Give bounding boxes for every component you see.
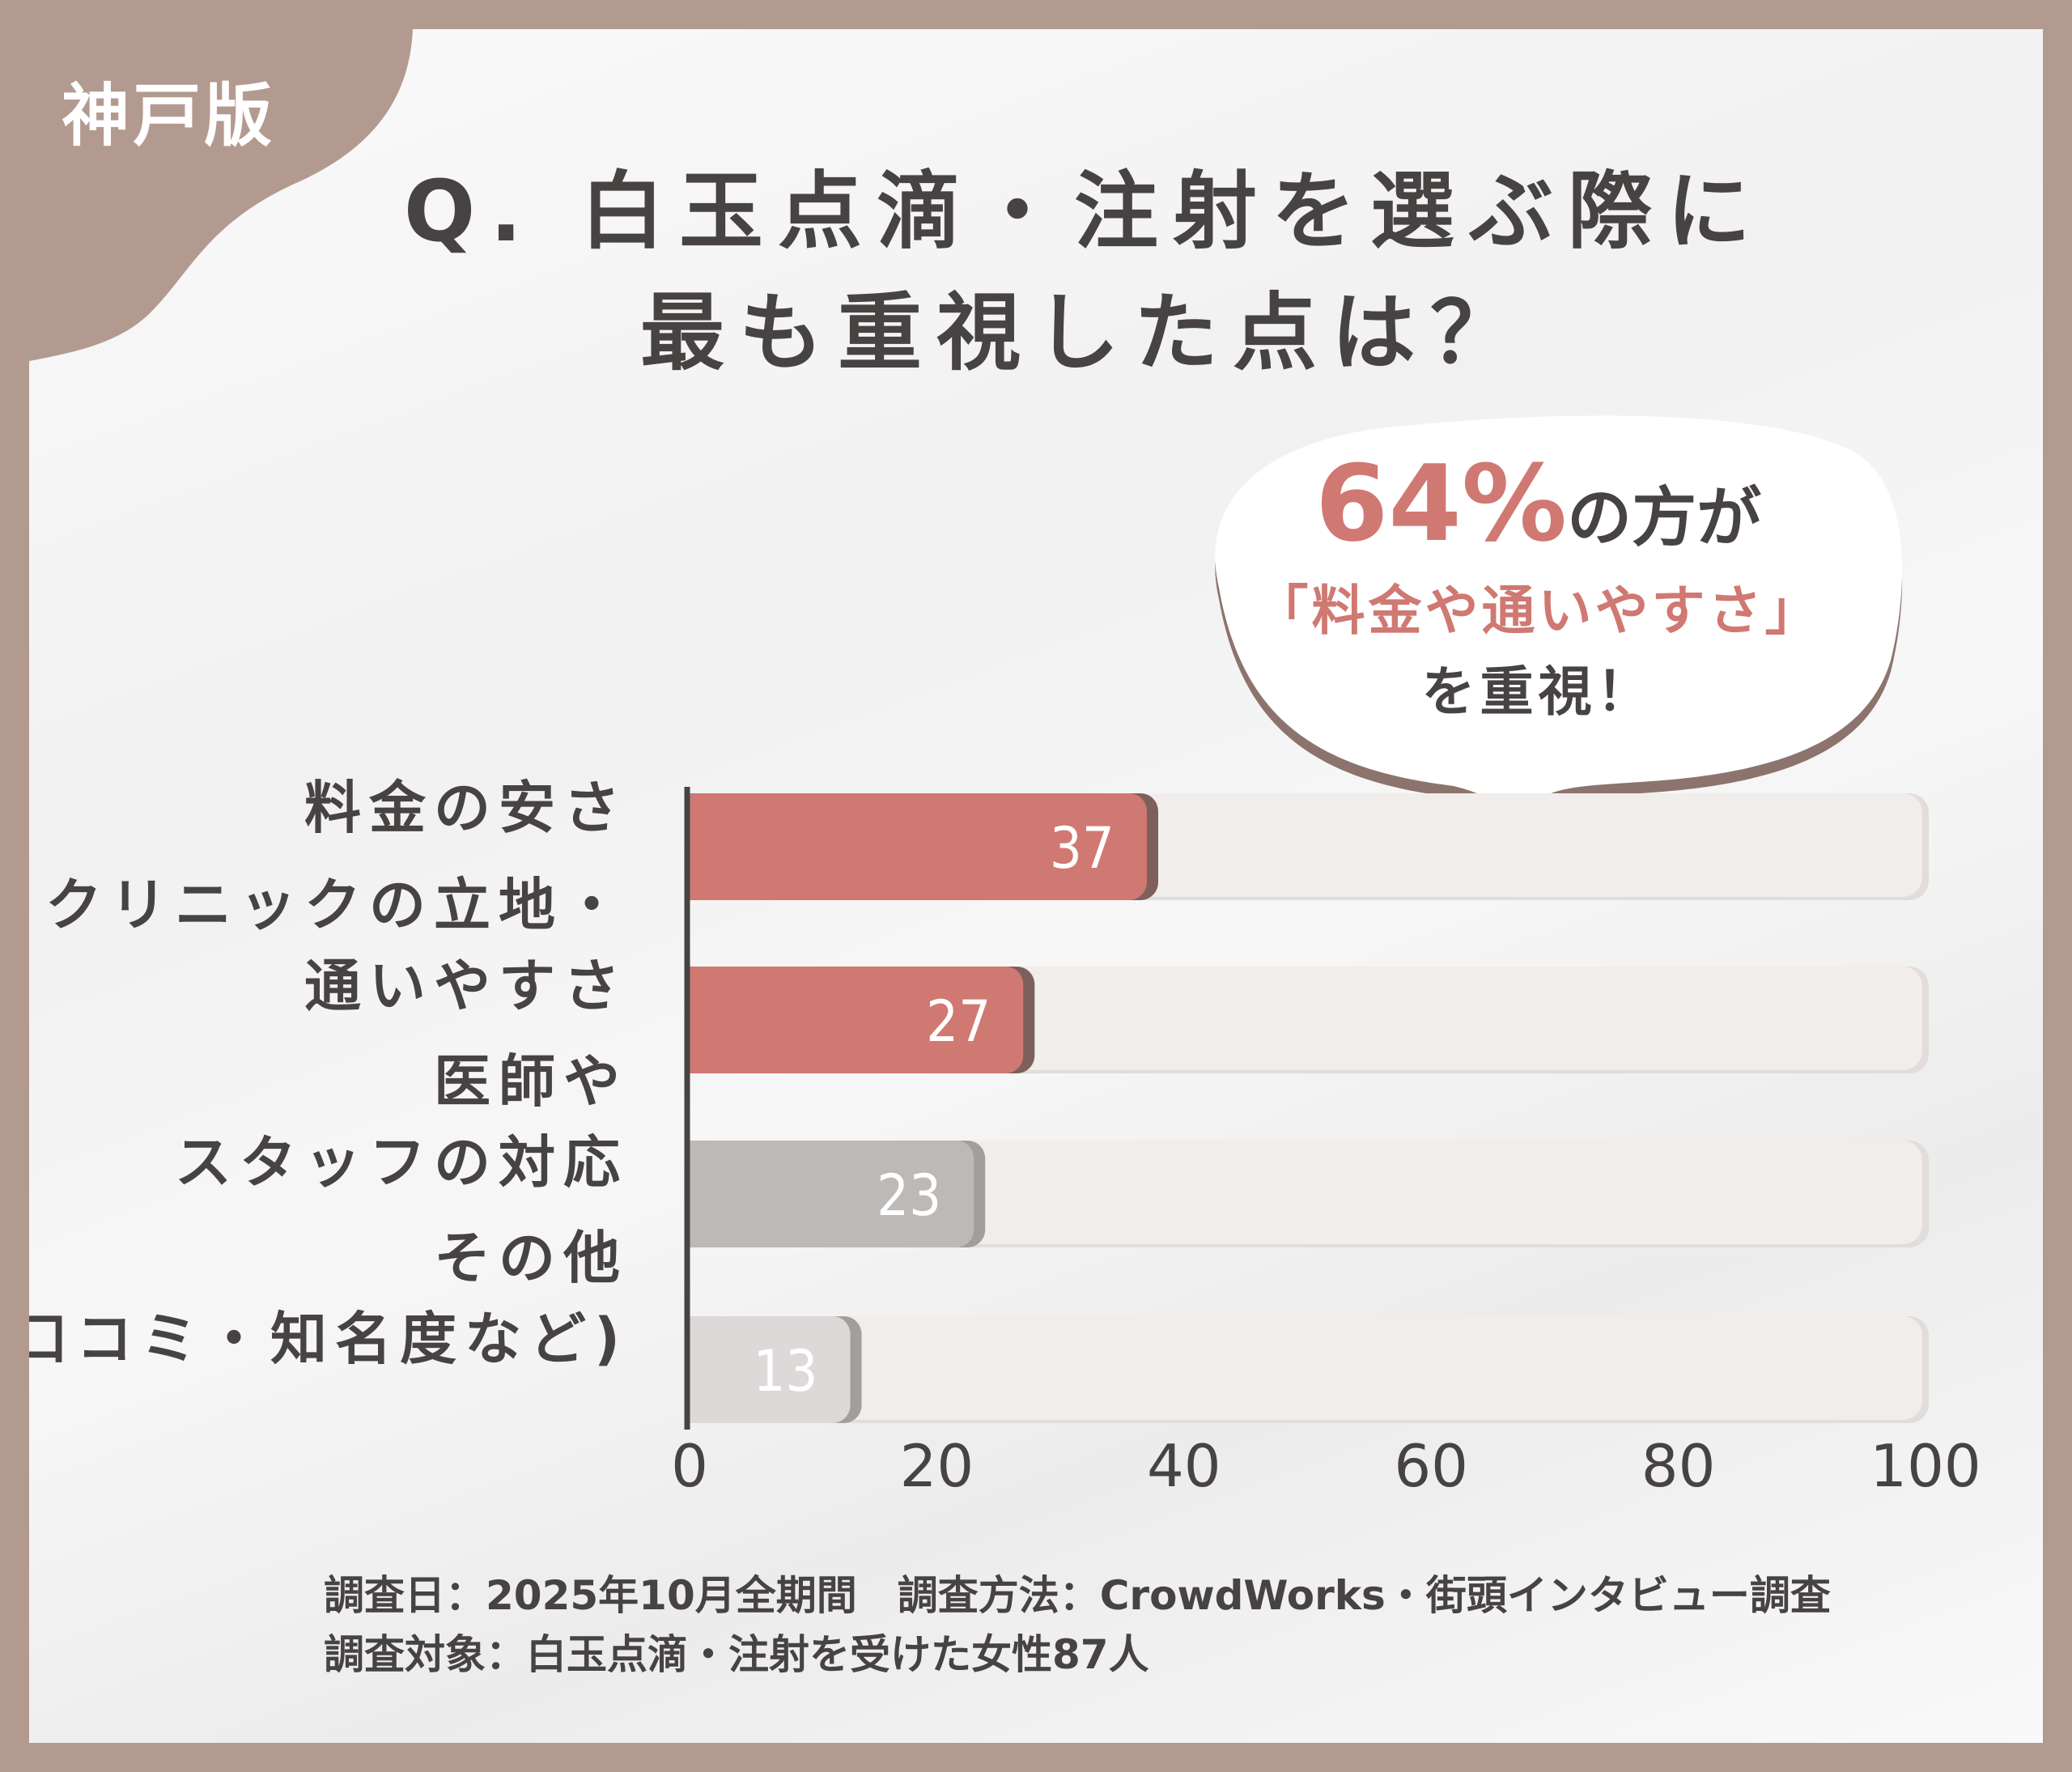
callout-percent: 64%: [1314, 442, 1568, 565]
bar: [690, 793, 1147, 900]
bar-left-edge: [690, 1316, 714, 1423]
callout-line2: 「料金や通いやすさ」: [1255, 580, 1822, 642]
bar-left-edge: [690, 967, 714, 1073]
bar: [690, 967, 1024, 1073]
bar-track: [690, 1316, 1922, 1420]
x-tick-label: 80: [1641, 1432, 1716, 1500]
callout-line1-rest: の方が: [1567, 480, 1762, 555]
page-title-line2: 最も重視した点は？: [639, 283, 1529, 382]
footer-survey-info: 調査日：2025年10月全期間 調査方法：CrowdWorks・街頭インタビュー…: [324, 1572, 1831, 1619]
category-label: 医師や: [434, 1048, 628, 1115]
x-tick-label: 100: [1870, 1432, 1981, 1500]
category-label: 通いやすさ: [304, 953, 628, 1019]
callout-line3: を重視！: [1421, 661, 1655, 723]
x-tick-label: 40: [1147, 1432, 1221, 1500]
bar-value-label: 27: [926, 988, 991, 1055]
bar-left-edge: [690, 793, 714, 900]
callout-bubble: [1215, 415, 1903, 831]
x-tick-label: 20: [900, 1432, 974, 1500]
x-tick-label: 0: [671, 1432, 708, 1500]
category-label: 料金の安さ: [304, 775, 628, 841]
bar-track: [690, 1141, 1922, 1244]
bar-value-label: 13: [753, 1338, 817, 1404]
footer-survey-target: 調査対象：白玉点滴・注射を受けた女性87人: [324, 1631, 1149, 1678]
category-label: (口コミ・知名度など): [29, 1306, 628, 1372]
bar: [690, 1141, 974, 1247]
bar: [690, 1316, 851, 1423]
infographic-card: 神戸版 Q. 白玉点滴・注射を選ぶ際に 最も重視した点は？ 37 27 23 13 0 2…: [29, 29, 2043, 1743]
bar-left-edge: [690, 1141, 714, 1247]
page-title-line1: Q. 白玉点滴・注射を選ぶ際に: [403, 162, 1766, 261]
x-tick-label: 60: [1394, 1432, 1468, 1500]
callout-line1: 64%の方が: [1180, 442, 1896, 565]
edition-label: 神戸版: [62, 76, 276, 155]
category-label: その他: [434, 1225, 628, 1291]
category-label: クリニックの立地・: [45, 872, 628, 938]
category-label: スタッフの対応: [175, 1129, 628, 1196]
bar-chart: 37 27 23 13 0 20 40 60 80 100: [671, 415, 1981, 1500]
bar-value-label: 23: [877, 1162, 941, 1229]
bar-value-label: 37: [1050, 815, 1115, 882]
corner-blob: [29, 29, 413, 361]
